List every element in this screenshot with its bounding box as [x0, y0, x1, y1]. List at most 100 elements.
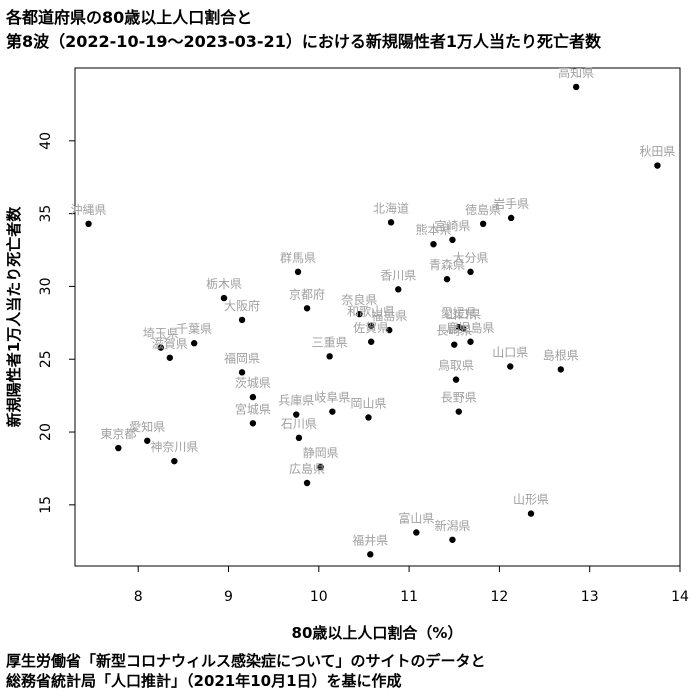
point-label: 熊本県 — [415, 222, 451, 237]
x-axis-title: 80歳以上人口割合（%） — [292, 624, 463, 642]
point-label: 大分県 — [452, 251, 488, 265]
point-label: 青森県 — [429, 257, 465, 272]
data-point — [507, 363, 514, 370]
y-tick-label: 15 — [38, 496, 54, 514]
point-label: 石川県 — [281, 417, 317, 431]
data-point — [455, 408, 462, 415]
y-tick-label: 35 — [38, 205, 54, 223]
data-point — [395, 286, 402, 293]
point-label: 徳島県 — [465, 202, 501, 217]
data-point — [443, 275, 451, 283]
y-axis: 15 20 25 30 35 40 — [38, 132, 75, 514]
data-point — [356, 310, 363, 318]
point-label: 京都府 — [289, 286, 325, 301]
data-point — [249, 393, 257, 401]
data-point — [451, 341, 458, 348]
point-label: 佐賀県 — [353, 321, 389, 335]
point-label: 和歌山県 — [347, 304, 395, 319]
chart-title-line-1: 各都道府県の80歳以上人口割合と — [6, 8, 253, 27]
point-label: 山口県 — [445, 308, 481, 322]
point-label: 北海道 — [373, 200, 409, 215]
point-label: 香川県 — [380, 268, 416, 282]
data-point — [295, 434, 303, 442]
chart-title-line-2: 第8波（2022-10-19〜2023-03-21）における新規陽性者1万人当た… — [6, 32, 601, 51]
data-point — [157, 344, 164, 351]
data-point — [294, 268, 302, 276]
point-label: 静岡県 — [303, 446, 339, 460]
point-label: 奈良県 — [341, 292, 377, 307]
point-label: 鹿児島県 — [446, 320, 494, 335]
data-point — [452, 376, 460, 383]
point-label: 愛媛県 — [441, 306, 477, 320]
data-point — [166, 354, 174, 361]
data-point — [365, 414, 372, 421]
point-label: 神奈川県 — [150, 440, 198, 454]
point-label: 秋田県 — [639, 145, 675, 159]
point-label: 広島県 — [289, 461, 325, 476]
data-point — [85, 220, 92, 228]
data-point — [449, 536, 456, 543]
data-point — [329, 408, 336, 415]
point-label: 岩手県 — [493, 196, 529, 211]
point-label: 福井県 — [352, 532, 388, 547]
point-label: 滋賀県 — [152, 337, 188, 351]
y-tick-label: 40 — [38, 132, 54, 150]
point-label: 島根県 — [543, 347, 579, 362]
data-point — [449, 236, 456, 244]
point-label: 長野県 — [441, 391, 477, 405]
data-point — [144, 437, 151, 444]
data-point — [238, 369, 246, 376]
data-point — [190, 340, 198, 347]
point-label: 兵庫県 — [278, 394, 314, 408]
point-label: 愛知県 — [129, 420, 165, 434]
plot-frame — [74, 67, 681, 567]
x-tick-label: 8 — [134, 589, 143, 605]
point-label: 高知県 — [558, 65, 594, 80]
point-label: 山口県 — [492, 346, 528, 360]
y-tick-label: 25 — [38, 350, 54, 368]
point-label: 長崎県 — [436, 324, 472, 338]
data-point — [367, 338, 375, 345]
chart-caption: 厚生労働省「新型コロナウィルス感染症について」のサイトのデータと 総務省統計局「… — [6, 651, 486, 691]
point-label: 千葉県 — [176, 322, 212, 336]
point-label: 鳥取県 — [438, 358, 474, 373]
data-point — [572, 83, 580, 91]
data-point — [317, 463, 324, 471]
y-tick-label: 20 — [38, 423, 54, 441]
point-label: 埼玉県 — [143, 327, 179, 341]
data-point — [430, 240, 437, 248]
data-point — [654, 162, 661, 169]
data-point — [460, 325, 467, 332]
x-tick-label: 14 — [671, 589, 689, 605]
data-point — [479, 220, 487, 228]
x-axis: 8 9 10 11 12 13 14 — [134, 566, 689, 605]
data-point — [387, 219, 395, 226]
data-point — [467, 338, 474, 345]
data-point — [367, 322, 375, 329]
x-tick-label: 11 — [400, 589, 418, 605]
data-point — [249, 420, 257, 427]
point-label: 福島県 — [371, 308, 407, 323]
data-point — [303, 479, 311, 487]
data-point — [527, 510, 535, 517]
point-label: 富山県 — [398, 511, 434, 526]
point-label: 群馬県 — [280, 251, 316, 265]
y-axis-title: 新規陽性者1万人当たり死亡者数 — [5, 206, 23, 427]
data-point — [557, 366, 565, 373]
x-tick-label: 10 — [310, 589, 328, 605]
data-point — [326, 353, 333, 360]
data-point — [220, 294, 228, 302]
x-tick-label: 9 — [224, 589, 233, 605]
x-tick-label: 12 — [490, 589, 508, 605]
data-point — [115, 444, 122, 452]
point-label: 新潟県 — [434, 518, 470, 533]
data-point — [467, 268, 474, 276]
point-label: 沖縄県 — [71, 202, 107, 217]
data-point — [367, 551, 374, 558]
data-point — [171, 457, 178, 465]
point-label: 岡山県 — [350, 396, 386, 410]
point-label: 茨城県 — [235, 376, 271, 390]
point-label: 山形県 — [513, 493, 549, 507]
point-label: 宮崎県 — [434, 218, 470, 233]
